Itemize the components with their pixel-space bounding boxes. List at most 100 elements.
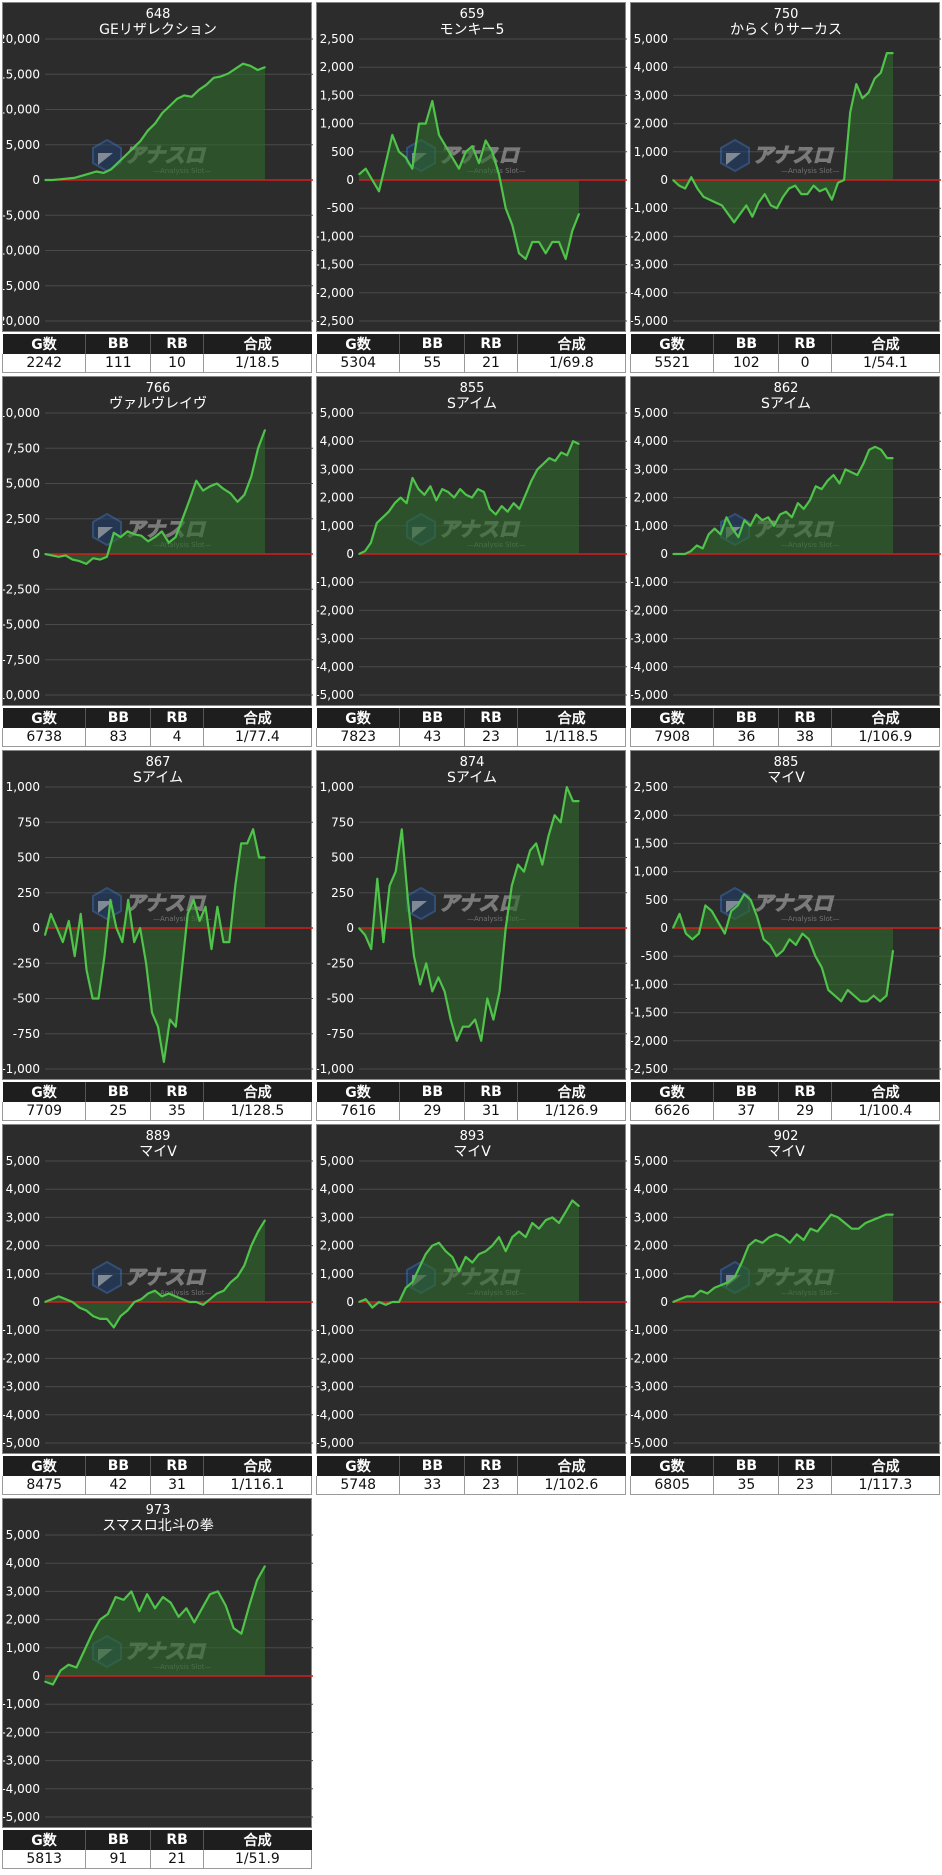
data-point <box>140 1298 143 1300</box>
data-point <box>370 948 372 950</box>
stats-value-games: 7823 <box>315 728 401 747</box>
y-tick-label: 0 <box>32 547 40 561</box>
machine-panel: 5,000 4,000 3,000 2,000 1,000 0 -1,000 -2,000 -3… <box>628 374 942 748</box>
data-point <box>544 252 547 255</box>
data-point <box>405 502 408 504</box>
stats-value-bb: 55 <box>399 354 466 373</box>
stats-header-games: G数 <box>316 708 401 728</box>
slump-graph: 5,000 4,000 3,000 2,000 1,000 0 -1,000 -2,000 -3… <box>631 7 941 328</box>
stats-value-bb: 25 <box>85 1102 152 1121</box>
machine-number: 885 <box>774 755 799 770</box>
machine-number: 766 <box>146 381 171 396</box>
data-point <box>551 241 554 243</box>
stats-value-bb: 29 <box>399 1102 466 1121</box>
y-tick-label: -1,000 <box>3 1323 40 1337</box>
data-point <box>358 1301 360 1303</box>
data-point <box>715 201 717 204</box>
data-point <box>834 994 836 997</box>
data-point <box>530 479 533 482</box>
data-point <box>486 997 489 1000</box>
data-point <box>541 863 544 866</box>
machine-number: 889 <box>146 1129 171 1144</box>
stats-header-bb: BB <box>85 334 152 354</box>
data-point <box>831 198 833 201</box>
data-point <box>161 112 164 114</box>
y-tick-label: 0 <box>346 173 354 187</box>
data-point <box>391 1301 394 1303</box>
data-point <box>418 1267 420 1269</box>
data-point <box>364 1298 367 1300</box>
data-point <box>198 89 200 91</box>
data-point <box>713 1287 716 1289</box>
data-point <box>474 1018 476 1021</box>
data-point <box>818 190 821 193</box>
data-point <box>364 167 367 170</box>
data-point <box>163 1061 165 1063</box>
data-point <box>229 492 232 495</box>
data-point <box>761 1242 764 1244</box>
data-point <box>399 496 402 499</box>
data-point <box>162 1596 164 1598</box>
data-point <box>518 252 520 255</box>
machine-name: マイV <box>767 1144 805 1160</box>
data-point <box>210 948 213 950</box>
stats-value-ratio: 1/51.9 <box>202 1850 313 1869</box>
stats-header-ratio: 合成 <box>203 708 312 728</box>
data-point <box>181 518 184 520</box>
stats-table: G数 BB RB 合成 6805 35 23 1/117.3 <box>629 1456 941 1495</box>
data-point <box>411 477 414 479</box>
stats-header-bb: BB <box>713 334 780 354</box>
data-point <box>382 941 385 943</box>
y-tick-label: -1,000 <box>3 1697 40 1711</box>
data-point <box>785 510 787 513</box>
data-point <box>720 1284 722 1286</box>
machine-name: ヴァルヴレイヴ <box>109 395 207 412</box>
data-point <box>75 1666 78 1669</box>
data-point <box>264 66 266 68</box>
stats-header-rb: RB <box>150 708 204 728</box>
data-point <box>542 463 545 465</box>
data-point <box>462 1025 464 1028</box>
machine-panel: 1,000 750 500 250 0 -250 -500 -750 -1,000 アナスロ —An… <box>314 748 628 1122</box>
data-point <box>256 69 259 71</box>
stats-value-bb: 102 <box>713 354 780 373</box>
data-point <box>711 910 713 912</box>
slump-graph: 5,000 4,000 3,000 2,000 1,000 0 -1,000 -2,000 -3… <box>3 1129 313 1450</box>
stats-value-rb: 35 <box>150 1102 204 1121</box>
data-point <box>126 1309 129 1312</box>
data-point <box>851 1227 853 1230</box>
chart-area: 10,000 7,500 5,000 2,500 0 -2,500 -5,000 -7,500… <box>2 376 313 706</box>
y-tick-label: 3,000 <box>320 1210 354 1224</box>
y-tick-label: 1,000 <box>634 145 668 159</box>
data-point <box>730 910 732 912</box>
series-line <box>358 440 580 555</box>
data-point <box>484 1250 487 1252</box>
data-point <box>850 471 853 473</box>
data-point <box>886 457 888 459</box>
data-point <box>119 536 122 538</box>
data-point <box>364 550 366 552</box>
data-point <box>444 1250 447 1252</box>
machine-panel: 5,000 4,000 3,000 2,000 1,000 0 -1,000 -2,000 -3… <box>628 0 942 374</box>
data-point <box>99 558 101 561</box>
stats-value-ratio: 1/118.5 <box>516 728 627 747</box>
stats-header-bb: BB <box>85 1082 152 1102</box>
data-point <box>92 557 94 559</box>
stats-header-rb: RB <box>464 1456 518 1476</box>
data-point <box>451 156 454 159</box>
y-tick-label: 5,000 <box>634 32 668 46</box>
y-tick-label: 10,000 <box>3 103 40 117</box>
data-point <box>672 553 674 555</box>
data-point <box>459 488 461 490</box>
data-point <box>779 513 781 516</box>
stats-header-games: G数 <box>630 708 715 728</box>
area-fill <box>359 1200 579 1308</box>
stats-header-games: G数 <box>2 1830 87 1850</box>
data-point <box>571 1199 574 1202</box>
data-point <box>547 835 550 838</box>
y-tick-label: -15,000 <box>3 279 40 293</box>
chart-area: 5,000 4,000 3,000 2,000 1,000 0 -1,000 -2,000 -3… <box>316 376 627 706</box>
data-point <box>220 75 222 78</box>
data-point <box>51 1298 53 1300</box>
